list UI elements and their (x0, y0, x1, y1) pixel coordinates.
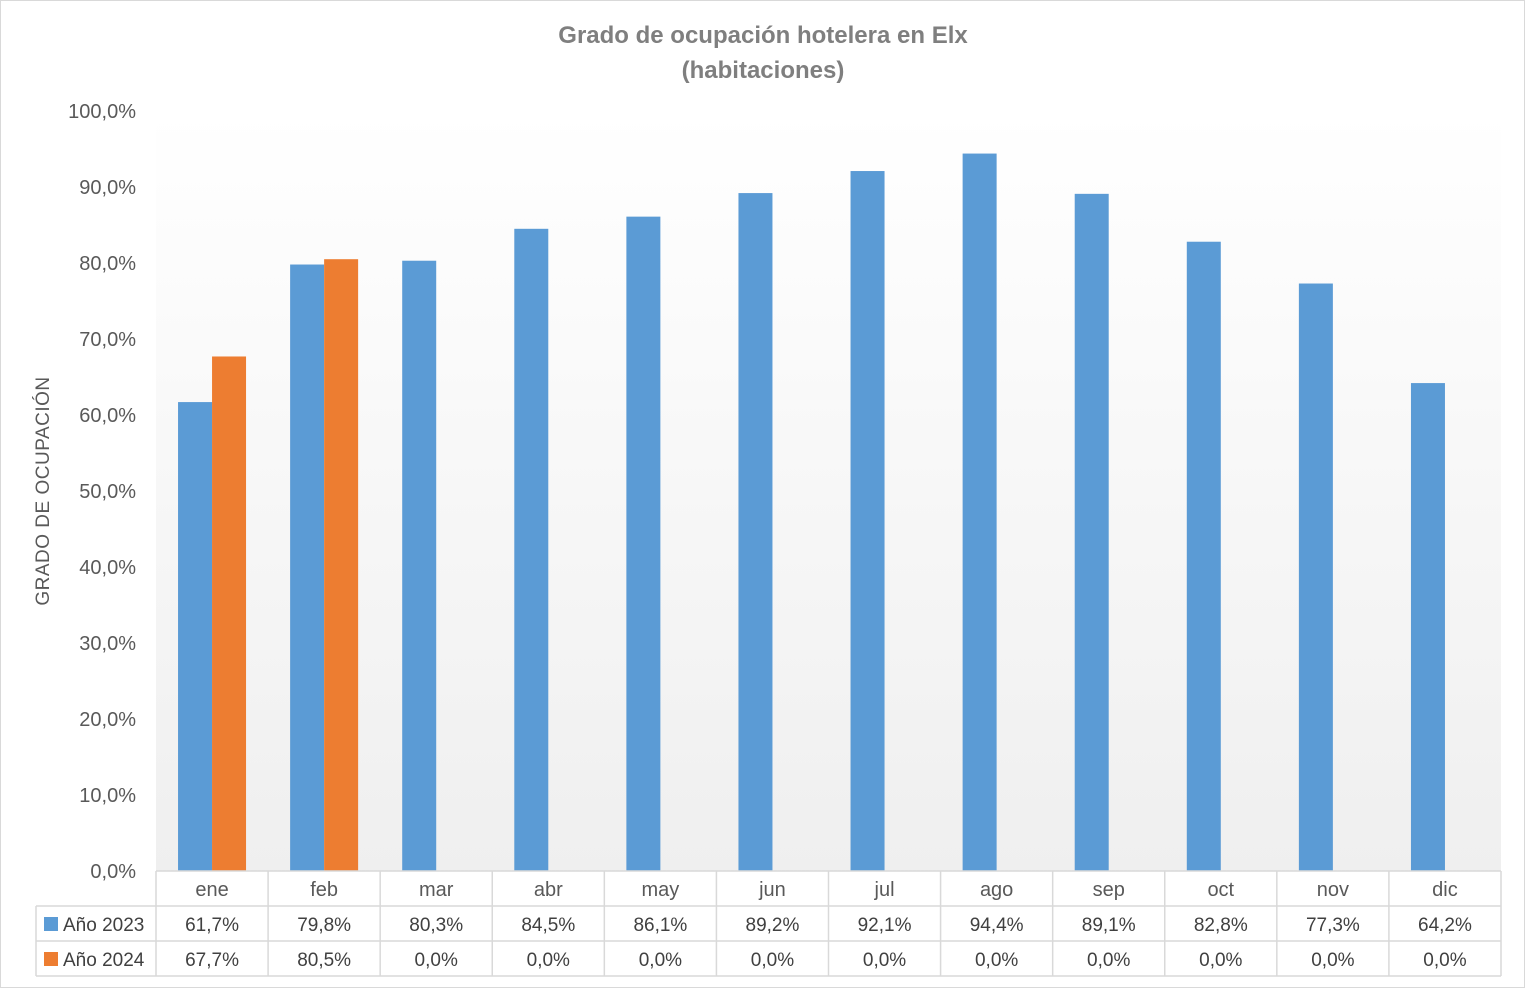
table-cell-value: 77,3% (1306, 915, 1360, 936)
x-tick-label: ene (195, 879, 228, 901)
y-tick-label: 20,0% (79, 709, 136, 731)
bar-año-2023-oct (1186, 241, 1221, 872)
x-tick-label: sep (1093, 879, 1125, 901)
table-cell-value: 79,8% (297, 915, 351, 936)
bar-año-2023-jul (850, 171, 885, 872)
table-cell-value: 0,0% (1199, 950, 1242, 971)
legend-swatch (44, 917, 58, 931)
x-tick-label: mar (419, 879, 454, 901)
y-tick-label: 30,0% (79, 633, 136, 655)
table-cell-value: 94,4% (970, 915, 1024, 936)
x-tick-label: oct (1207, 879, 1234, 901)
y-tick-label: 80,0% (79, 253, 136, 275)
x-tick-label: dic (1432, 879, 1458, 901)
legend-series-label: Año 2024 (63, 950, 145, 971)
bar-año-2023-ago (962, 153, 997, 871)
table-cell-value: 80,3% (409, 915, 463, 936)
bar-año-2023-may (626, 216, 661, 871)
table-cell-value: 0,0% (1311, 950, 1354, 971)
table-cell-value: 89,2% (746, 915, 800, 936)
x-tick-label: feb (310, 879, 338, 901)
legend-swatch (44, 952, 58, 966)
y-axis-label: GRADO DE OCUPACIÓN (32, 376, 54, 605)
table-cell-value: 80,5% (297, 950, 351, 971)
y-tick-label: 90,0% (79, 177, 136, 199)
bar-año-2023-abr (514, 228, 549, 872)
bar-año-2023-sep (1074, 193, 1109, 872)
y-tick-label: 70,0% (79, 329, 136, 351)
table-cell-value: 0,0% (639, 950, 682, 971)
table-cell-value: 92,1% (858, 915, 912, 936)
bar-año-2023-nov (1298, 283, 1333, 871)
y-tick-label: 0,0% (90, 861, 136, 883)
chart-title: Grado de ocupación hotelera en Elx (558, 22, 968, 49)
bar-año-2023-ene (178, 402, 213, 871)
y-tick-label: 40,0% (79, 557, 136, 579)
x-tick-label: may (641, 879, 679, 901)
legend-series-label: Año 2023 (63, 915, 144, 936)
bar-año-2023-jun (738, 193, 773, 871)
bar-series (178, 153, 1445, 872)
bar-año-2023-mar (402, 260, 437, 872)
table-cell-value: 0,0% (1423, 950, 1466, 971)
bar-año-2023-dic (1410, 383, 1445, 871)
plot-area (156, 111, 1501, 871)
bar-año-2023-feb (290, 264, 325, 871)
x-tick-label: jun (758, 879, 786, 901)
y-tick-label: 60,0% (79, 405, 136, 427)
table-cell-value: 67,7% (185, 950, 239, 971)
table-cell-value: 82,8% (1194, 915, 1248, 936)
chart-subtitle: (habitaciones) (682, 57, 845, 84)
table-cell-value: 0,0% (863, 950, 906, 971)
table-cell-value: 0,0% (975, 950, 1018, 971)
table-cell-value: 89,1% (1082, 915, 1136, 936)
table-cell-value: 64,2% (1418, 915, 1472, 936)
table-cell-value: 0,0% (527, 950, 570, 971)
bar-año-2024-ene (212, 356, 247, 872)
table-cell-value: 0,0% (415, 950, 458, 971)
table-cell-value: 86,1% (633, 915, 687, 936)
x-tick-label: nov (1317, 879, 1349, 901)
table-cell-value: 0,0% (1087, 950, 1130, 971)
x-tick-label: jul (874, 879, 895, 901)
bar-año-2024-feb (324, 259, 359, 871)
x-tick-label: abr (534, 879, 563, 901)
y-tick-label: 50,0% (79, 481, 136, 503)
table-cell-value: 61,7% (185, 915, 239, 936)
data-table: ene feb mar abr may jun jul ago sep oct nov dic Año … (35, 870, 1502, 977)
table-cell-value: 84,5% (521, 915, 575, 936)
y-tick-label: 10,0% (79, 785, 136, 807)
y-axis-ticks: 0,0% 10,0% 20,0% 30,0% 40,0% 50,0% 60,0% 70,0% 8… (68, 101, 136, 883)
x-tick-label: ago (980, 879, 1013, 901)
table-cell-value: 0,0% (751, 950, 794, 971)
y-tick-label: 100,0% (68, 101, 136, 123)
